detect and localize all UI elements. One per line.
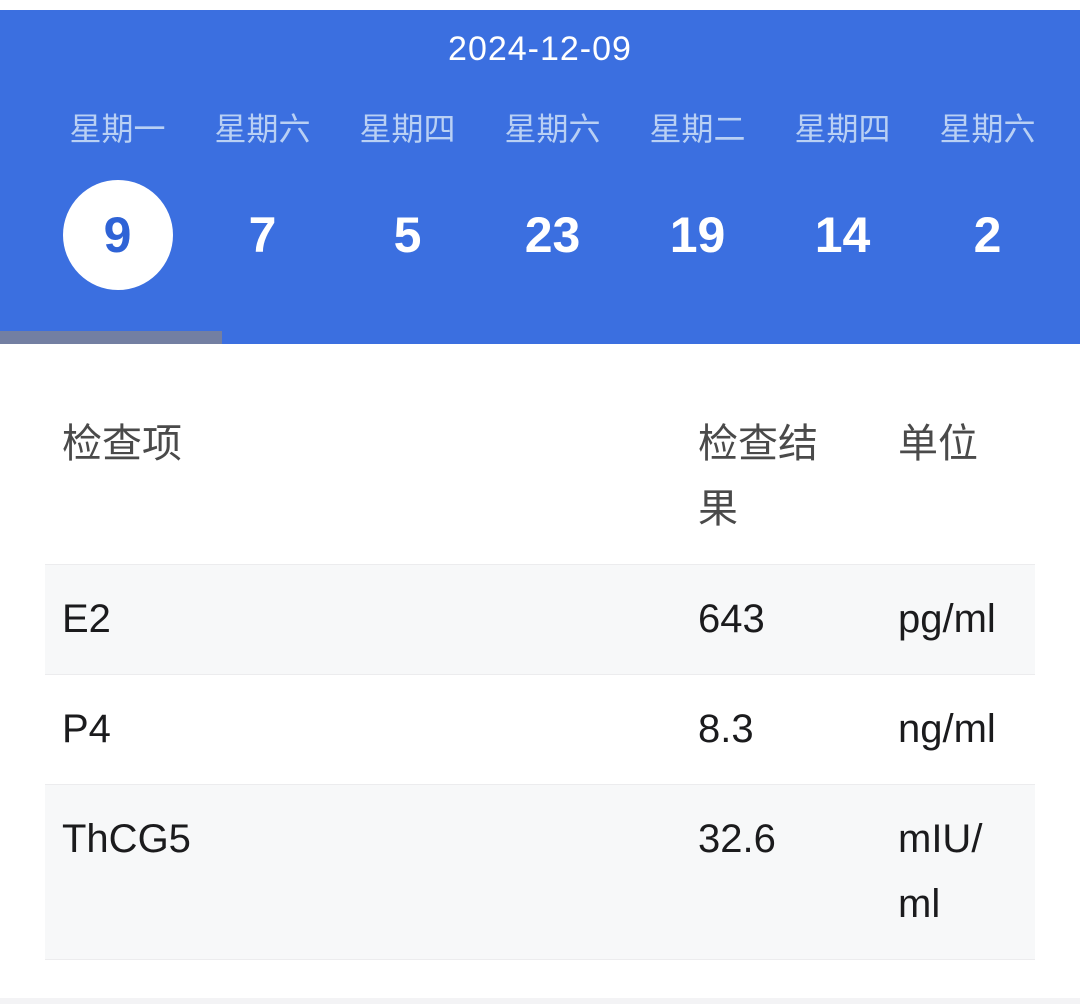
day-number: 23	[524, 207, 581, 263]
weekday-label: 星期一	[69, 111, 166, 147]
calendar-header: 2024-12-09 星期一 星期六 星期四 星期六 星期二 星期四 星期六 9…	[0, 10, 1080, 344]
day-number: 5	[393, 207, 422, 263]
day-cell[interactable]: 2	[915, 180, 1060, 290]
table-row: E2 643 pg/ml	[45, 565, 1035, 675]
unit-cell: pg/ml	[898, 597, 996, 641]
result-cell: 32.6	[698, 817, 776, 861]
day-cell[interactable]: 5	[335, 180, 480, 290]
weekday-label: 星期二	[649, 111, 746, 147]
weekday-label: 星期四	[359, 111, 456, 147]
bottom-divider-strip	[0, 998, 1080, 1004]
day-selector-row: 9 7 5 23 19 14 2	[0, 180, 1080, 290]
unit-cell: mIU/ml	[898, 817, 983, 926]
day-number: 19	[669, 207, 726, 263]
selected-day-circle: 9	[62, 180, 173, 290]
day-number: 14	[814, 207, 871, 263]
day-number: 7	[248, 207, 277, 263]
horizontal-scroll-thumb[interactable]	[0, 331, 222, 344]
selected-date-title: 2024-12-09	[448, 30, 632, 68]
weekday-label: 星期六	[504, 111, 601, 147]
item-cell: ThCG5	[62, 817, 191, 861]
day-cell[interactable]: 23	[480, 180, 625, 290]
day-number: 2	[973, 207, 1002, 263]
column-header-unit: 单位	[898, 422, 978, 466]
lab-results-table: 检查项 检查结果 单位 E2 643 pg/ml P4 8.3 ng/ml Th…	[45, 390, 1035, 960]
day-cell-selected[interactable]: 9	[45, 180, 190, 290]
result-cell: 8.3	[698, 707, 754, 751]
weekday-label: 星期六	[939, 111, 1036, 147]
table-header-row: 检查项 检查结果 单位	[45, 390, 1035, 565]
unit-cell: ng/ml	[898, 707, 996, 751]
item-cell: P4	[62, 707, 111, 751]
weekday-label: 星期四	[794, 111, 891, 147]
weekday-label: 星期六	[214, 111, 311, 147]
day-cell[interactable]: 19	[625, 180, 770, 290]
item-cell: E2	[62, 597, 111, 641]
table-row: ThCG5 32.6 mIU/ml	[45, 785, 1035, 960]
column-header-result: 检查结果	[698, 422, 818, 531]
table-row: P4 8.3 ng/ml	[45, 675, 1035, 785]
day-number: 9	[103, 207, 132, 263]
top-divider-strip	[0, 0, 1080, 10]
day-cell[interactable]: 14	[770, 180, 915, 290]
day-cell[interactable]: 7	[190, 180, 335, 290]
weekday-row: 星期一 星期六 星期四 星期六 星期二 星期四 星期六	[0, 113, 1080, 145]
column-header-item: 检查项	[62, 422, 182, 466]
result-cell: 643	[698, 597, 765, 641]
